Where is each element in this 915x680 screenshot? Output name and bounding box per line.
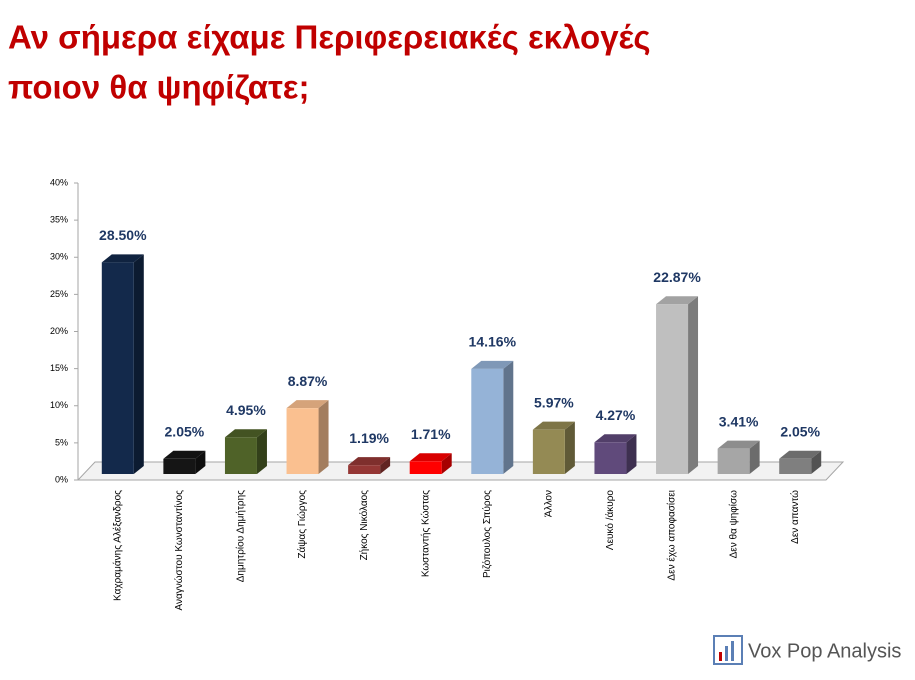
value-label: 5.97% [534,394,574,410]
bar-side [811,450,822,474]
bar [163,458,196,474]
value-label: 22.87% [653,269,701,285]
x-tick-label: Αναγνώστου Κωνσταντίνος [173,490,185,611]
bar [532,429,565,474]
bar [779,458,812,474]
x-tick-label: Κωσταντής Κώστας [419,490,431,577]
bar [101,262,134,474]
bar-side [380,457,391,474]
bar-top [594,434,637,443]
y-tick-label: 40% [50,177,68,187]
x-tick-label: Δεν απαντώ [789,490,801,544]
bar-side [441,453,452,474]
bar [409,461,442,474]
x-tick-label: Ζάψας Γιώργος [296,490,308,559]
value-label: 1.71% [411,426,451,442]
bar-top [532,421,575,430]
value-label: 28.50% [99,227,147,243]
x-tick-label: Καχραμάνης Αλέξανδρος [111,490,123,601]
bar [348,465,381,474]
bar-side [564,421,575,474]
x-tick-label: Ζήκος Νικόλαος [358,490,370,561]
value-label: 3.41% [719,413,759,429]
bar-side [503,360,514,474]
value-label: 2.05% [780,423,820,439]
bar [594,442,627,474]
y-tick-label: 30% [50,252,68,262]
x-tick-label: Δημητρίου Δημήτρης [235,490,247,582]
logo-icon [731,641,734,661]
logo-icon [713,635,743,665]
y-tick-label: 35% [50,215,68,225]
bar-side [318,400,329,474]
chart-title: Αν σήμερα είχαμε Περιφερειακές εκλογές [8,19,651,56]
bar-top [286,400,329,409]
bar [656,304,689,474]
bar-top [471,360,514,369]
bar-top [224,429,267,438]
value-label: 4.27% [596,407,636,423]
value-label: 14.16% [469,334,517,350]
floor [76,461,845,481]
bar-top [409,453,452,462]
logo-icon [719,652,722,661]
y-tick-label: 0% [55,474,68,484]
bar [717,448,750,474]
logo: Vox Pop Analysis [713,635,901,665]
logo-icon [725,646,728,661]
bar-side [626,434,637,474]
x-tick-label: Ριζόπουλος Σπύρος [481,490,493,578]
bar-top [163,450,206,459]
bar-top [101,254,144,263]
x-tick-label: Άλλον [544,490,555,517]
y-tick-label: 5% [55,437,68,447]
y-tick-label: 10% [50,400,68,410]
x-tick-label: Λευκό /άκυρο [604,490,616,551]
bar-side [688,296,699,474]
x-tick-label: Δεν θα ψηφίσω [727,490,739,559]
value-label: 8.87% [288,373,328,389]
value-label: 2.05% [165,423,205,439]
y-tick-label: 25% [50,289,68,299]
bar-top [348,457,391,466]
bar-side [749,440,760,474]
logo-text: Vox Pop Analysis [748,640,901,662]
bar-side [133,254,144,474]
bar-side [195,450,206,474]
value-label: 4.95% [226,402,266,418]
y-tick-label: 20% [50,326,68,336]
x-tick-label: Δεν έχω αποφασίσει [666,490,678,581]
bar [286,408,319,474]
bar-top [656,296,699,305]
bar [224,437,257,474]
y-tick-label: 15% [50,363,68,373]
bar [471,368,504,474]
chart-title: ποιον θα ψηφίζατε; [8,69,309,106]
value-label: 1.19% [349,430,389,446]
bar-top [717,440,760,449]
bar-side [256,429,267,474]
bar-top [779,450,822,459]
